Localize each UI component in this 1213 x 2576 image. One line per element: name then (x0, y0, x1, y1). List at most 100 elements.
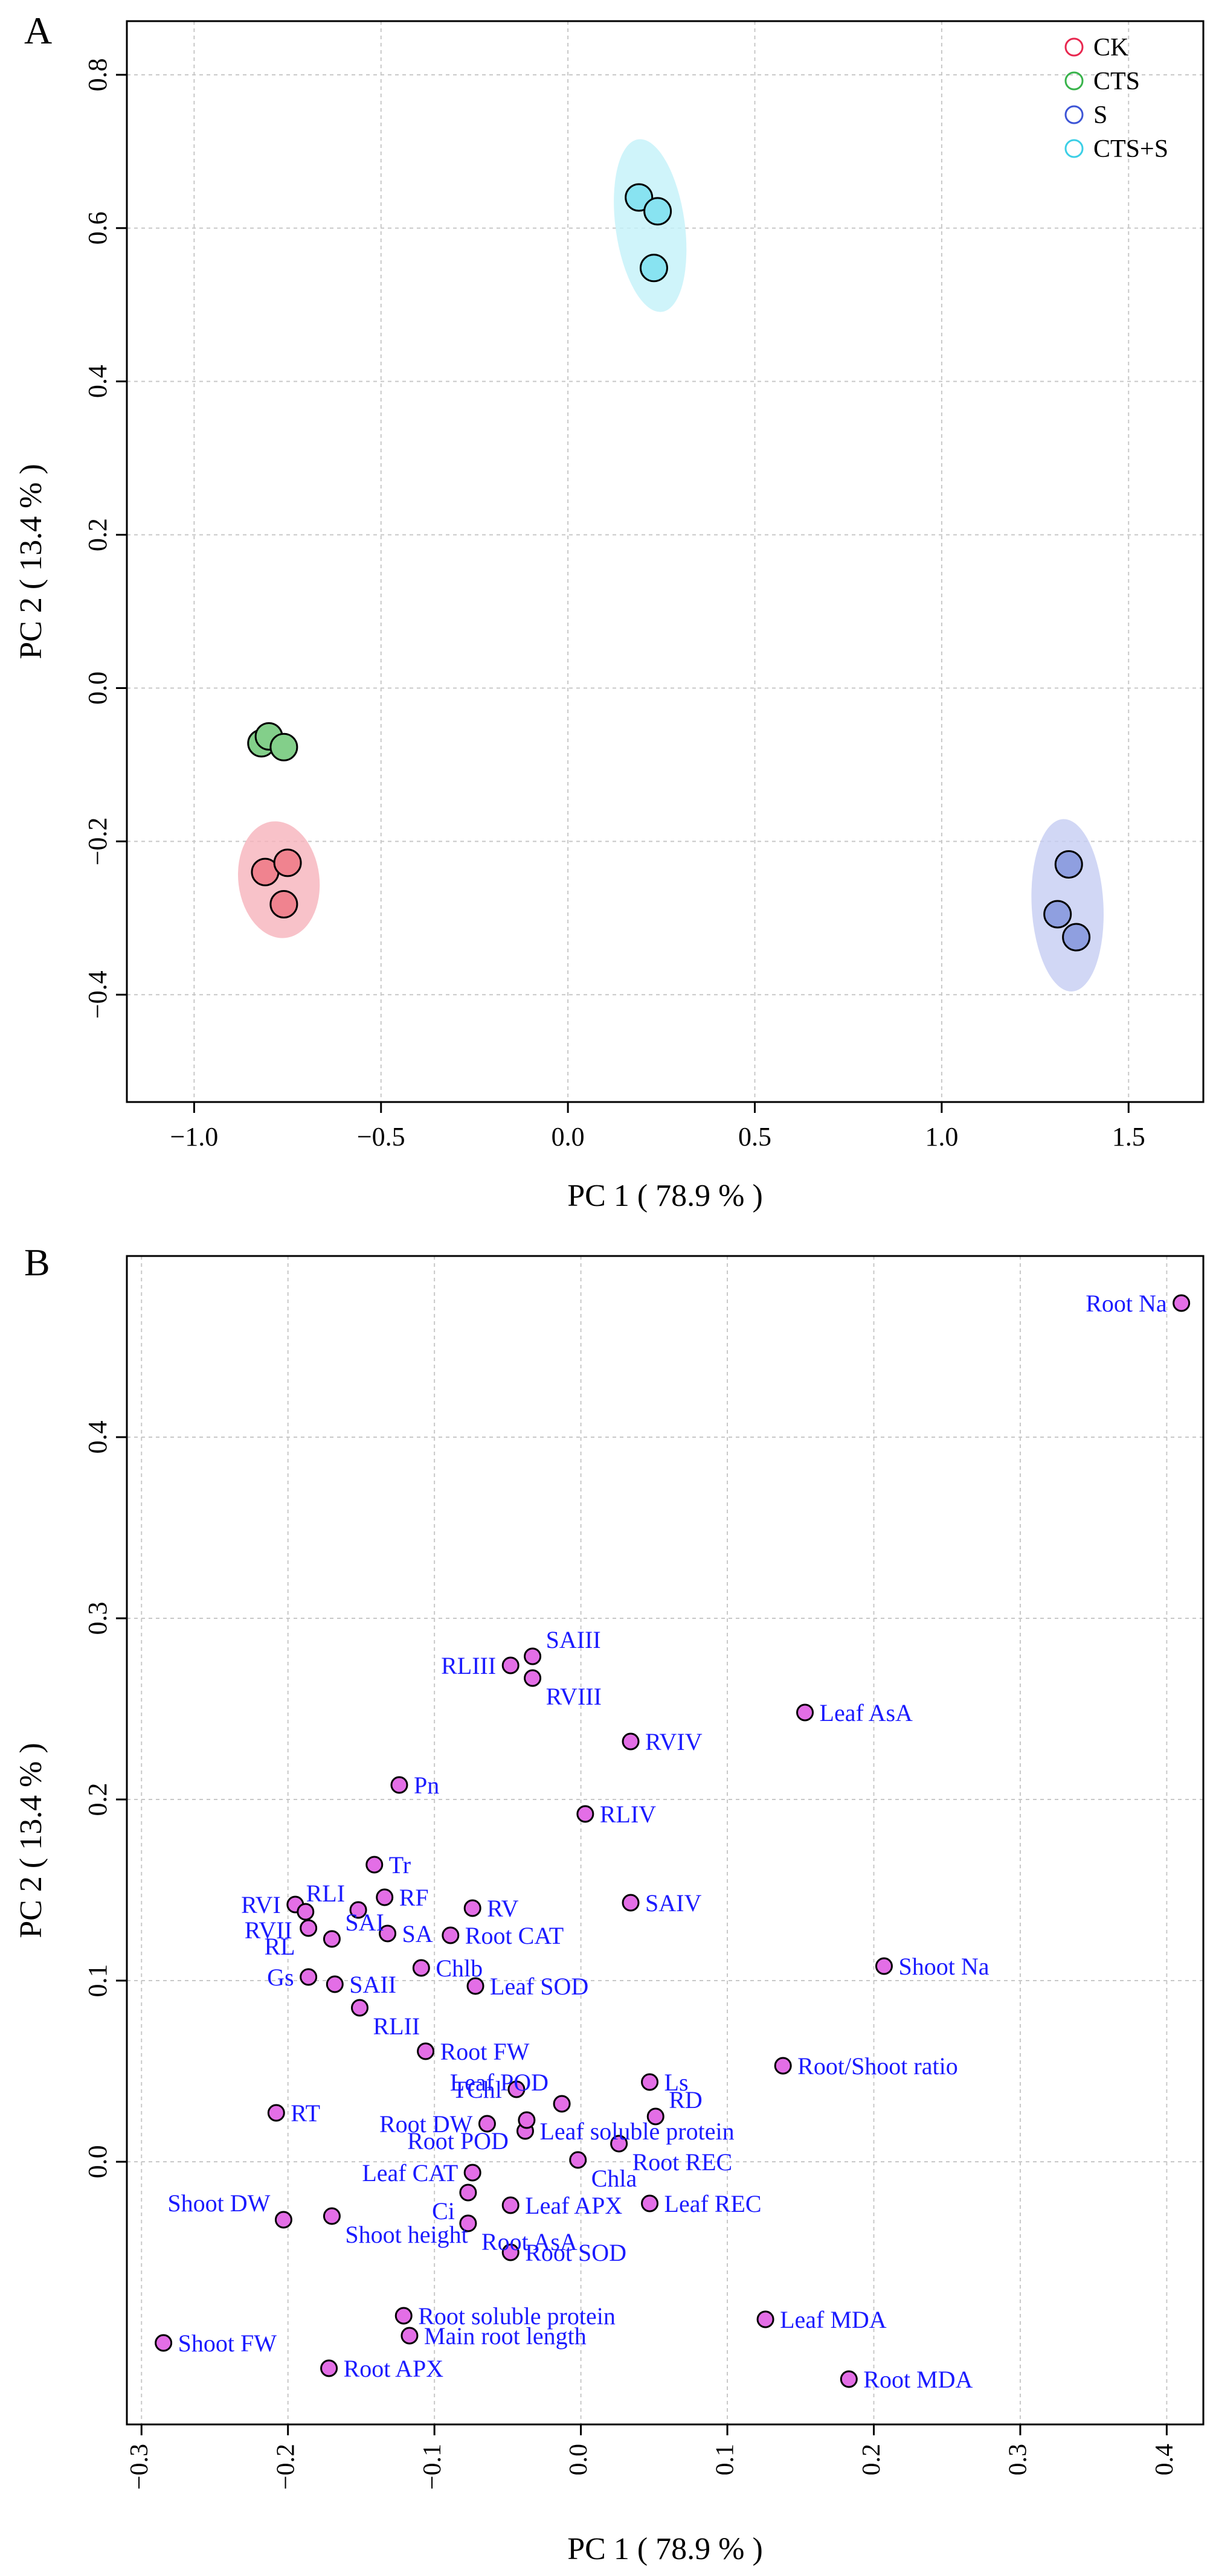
loading-point-label: Root MDA (863, 2366, 973, 2393)
panel-b-y-axis: 0.0 0.1 0.2 0.3 0.4 (83, 1421, 127, 2179)
panel-b-grid (127, 1256, 1203, 2424)
loading-point (524, 1669, 542, 1687)
score-point-s (1043, 900, 1072, 929)
score-point-cts-s (643, 197, 672, 226)
loading-point-label: RVI (241, 1891, 281, 1918)
loading-point (501, 1656, 520, 1674)
panel-b-plot-frame (126, 1255, 1205, 2426)
y-tick-label: 0.1 (83, 1964, 112, 1998)
loading-point (390, 1776, 408, 1794)
loading-point (350, 1999, 368, 2017)
loading-point-label: SAIV (645, 1889, 701, 1917)
loading-point (518, 2111, 536, 2129)
loading-point-label: RLIII (441, 1652, 496, 1679)
y-tick-label: 0.4 (83, 1421, 112, 1454)
y-tick-label: 0.0 (83, 671, 112, 705)
loading-point (610, 2135, 628, 2153)
x-tick-label: 1.0 (925, 1122, 958, 1152)
loading-point (326, 1975, 344, 1993)
confidence-ellipse-ck (237, 821, 320, 938)
panel-a-x-axis: −1.0 −0.5 0.0 0.5 1.0 1.5 (170, 1102, 1145, 1152)
loading-point-label: Root SOD (525, 2239, 626, 2266)
loading-point (459, 2184, 477, 2202)
loading-point (463, 1899, 481, 1917)
loading-point-label: Root POD (407, 2127, 509, 2155)
loading-point-label: Tr (389, 1851, 411, 1879)
loading-point (300, 1968, 318, 1986)
loading-point (267, 2104, 285, 2122)
y-tick-label: −0.4 (83, 970, 112, 1019)
loading-point-label: RVII (245, 1917, 292, 1944)
loading-point (365, 1856, 384, 1874)
loading-point-label: Root APX (344, 2355, 444, 2382)
loading-point-label: Root DW (379, 2110, 473, 2138)
loading-point-label: RL (265, 1933, 295, 1960)
x-tick-label: −0.3 (126, 2444, 153, 2490)
loading-point (323, 1930, 341, 1948)
loading-point (478, 2115, 496, 2133)
legend-label: CTS (1093, 68, 1140, 95)
x-tick-label: 0.4 (1151, 2444, 1179, 2476)
panel-a-legend: CK CTS S CTS+S (1064, 34, 1168, 163)
score-point-s (1054, 850, 1083, 879)
loading-point (417, 2042, 435, 2060)
panel-b-point-labels: Root Na SAIII RLIII RVIII Leaf AsA RVIV Pn RLIV… (167, 1290, 1166, 2393)
legend-marker (1064, 37, 1084, 57)
loading-point (641, 2073, 659, 2091)
loading-point (463, 2164, 481, 2182)
panel-b-y-axis-label: PC 2 ( 13.4 % ) (14, 1743, 48, 1938)
loading-point (875, 1957, 893, 1975)
panel-b-label: B (24, 1241, 50, 1284)
loading-point-label: TChl (452, 2076, 502, 2103)
confidence-ellipse-cts-s (614, 139, 687, 312)
loading-point (641, 2194, 659, 2212)
panel-a-score-plot: A −1.0 −0.5 0.0 0.5 1.0 1.5 −0.4 −0.2 0.0 0.2 0.4… (14, 9, 1205, 1213)
loading-point-label: SAII (349, 1971, 396, 1998)
loading-point (274, 2211, 292, 2229)
legend-marker (1064, 71, 1084, 91)
loading-point-label: Ls (664, 2069, 689, 2096)
loading-point-label: RVIII (546, 1683, 602, 1710)
loading-point (297, 1903, 315, 1921)
loading-point-label: RVIV (645, 1728, 703, 1755)
loading-point-label: Leaf SOD (490, 1973, 588, 2000)
loading-point-label: Root Na (1086, 1290, 1167, 1317)
loading-point (155, 2334, 173, 2352)
loading-point (349, 1901, 367, 1919)
panel-b-points (155, 1294, 1191, 2388)
loading-point-label: Leaf MDA (780, 2306, 887, 2333)
loading-point (501, 2196, 520, 2214)
loading-point-label: Chlb (436, 1955, 483, 1982)
loading-point-label: RLIV (600, 1801, 656, 1828)
x-tick-label: 0.5 (738, 1122, 771, 1152)
loading-point-label: Gs (267, 1964, 294, 1991)
panel-a-y-axis: −0.4 −0.2 0.0 0.2 0.4 0.6 0.8 (83, 58, 127, 1019)
x-tick-label: −0.2 (272, 2444, 300, 2490)
loading-point-label: Shoot height (345, 2221, 468, 2248)
y-tick-label: 0.0 (83, 2145, 112, 2179)
y-tick-label: 0.2 (83, 518, 112, 551)
x-tick-label: −0.1 (419, 2444, 446, 2490)
loading-point (412, 1959, 430, 1977)
loading-point (622, 1732, 640, 1751)
loading-point (466, 1977, 484, 1995)
loading-point-label: Leaf soluble protein (539, 2118, 734, 2145)
x-tick-label: 0.0 (552, 1122, 585, 1152)
loading-point (379, 1924, 397, 1943)
loading-point (646, 2107, 664, 2126)
legend-label: CK (1093, 34, 1128, 62)
loading-point (507, 2080, 526, 2098)
loading-point (1173, 1294, 1191, 1312)
loading-point-label: Root soluble protein (418, 2302, 616, 2330)
loading-point (524, 1647, 542, 1665)
panel-a-points (247, 183, 1091, 952)
loading-point-label: RLII (373, 2013, 420, 2040)
loading-point-label: Root AsA (481, 2228, 578, 2255)
panel-a-y-axis-label: PC 2 ( 13.4 % ) (14, 464, 48, 659)
loading-point-label: RD (669, 2086, 703, 2113)
score-point-s (1062, 923, 1091, 952)
x-tick-label: −1.0 (170, 1122, 218, 1152)
x-tick-label: 0.0 (565, 2444, 593, 2476)
panel-a-x-axis-label: PC 1 ( 78.9 % ) (567, 1179, 763, 1213)
loading-point (323, 2207, 341, 2225)
